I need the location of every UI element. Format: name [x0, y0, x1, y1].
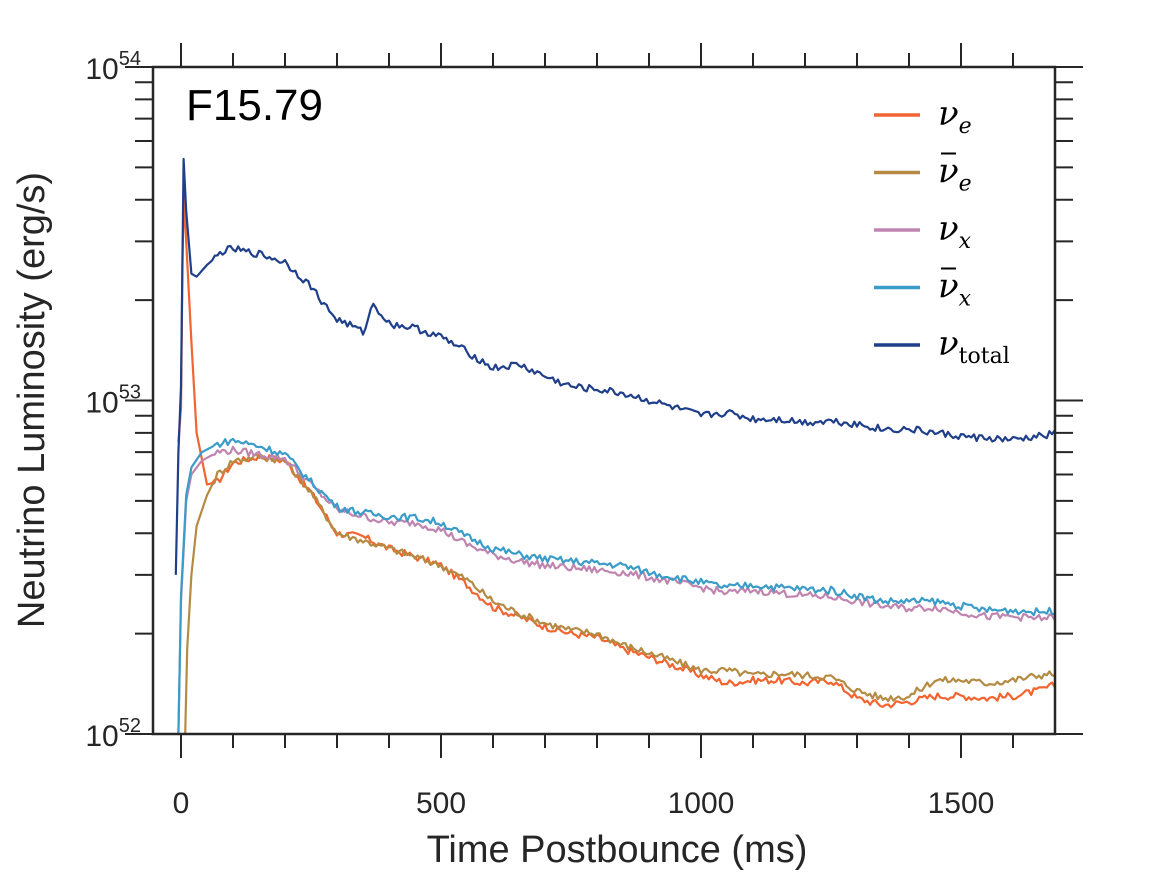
- y-tick-label: 1054: [85, 48, 141, 86]
- x-tick-label: 500: [416, 787, 466, 820]
- series-line-total: [174, 157, 1055, 575]
- panel-label: F15.79: [186, 81, 323, 130]
- series-line-x: [177, 445, 1055, 734]
- legend-entry: νx: [938, 267, 972, 312]
- legend-entry: νe: [938, 152, 972, 197]
- x-axis-label: Time Postbounce (ms): [427, 829, 808, 871]
- series-line-e-bar: [184, 453, 1055, 734]
- y-tick-label: 1052: [85, 715, 141, 753]
- y-tick-label: 1053: [85, 382, 141, 420]
- y-axis-label: Neutrino Luminosity (erg/s): [11, 172, 53, 628]
- series-line-x-bar: [177, 437, 1055, 734]
- legend-entry: νe: [938, 94, 972, 139]
- legend-entry: νx: [938, 209, 972, 254]
- legend-entry: νtotal: [938, 324, 1010, 369]
- x-tick-label: 1000: [668, 787, 735, 820]
- legend: νe νe νx νx νtotal: [874, 94, 1010, 369]
- series-layer: [174, 157, 1055, 734]
- tick-layer: [125, 43, 1083, 758]
- x-tick-label: 0: [173, 787, 190, 820]
- x-tick-label: 1500: [928, 787, 995, 820]
- tick-label-layer: 0 500 1000 1500 1052 1053 1054: [85, 48, 994, 820]
